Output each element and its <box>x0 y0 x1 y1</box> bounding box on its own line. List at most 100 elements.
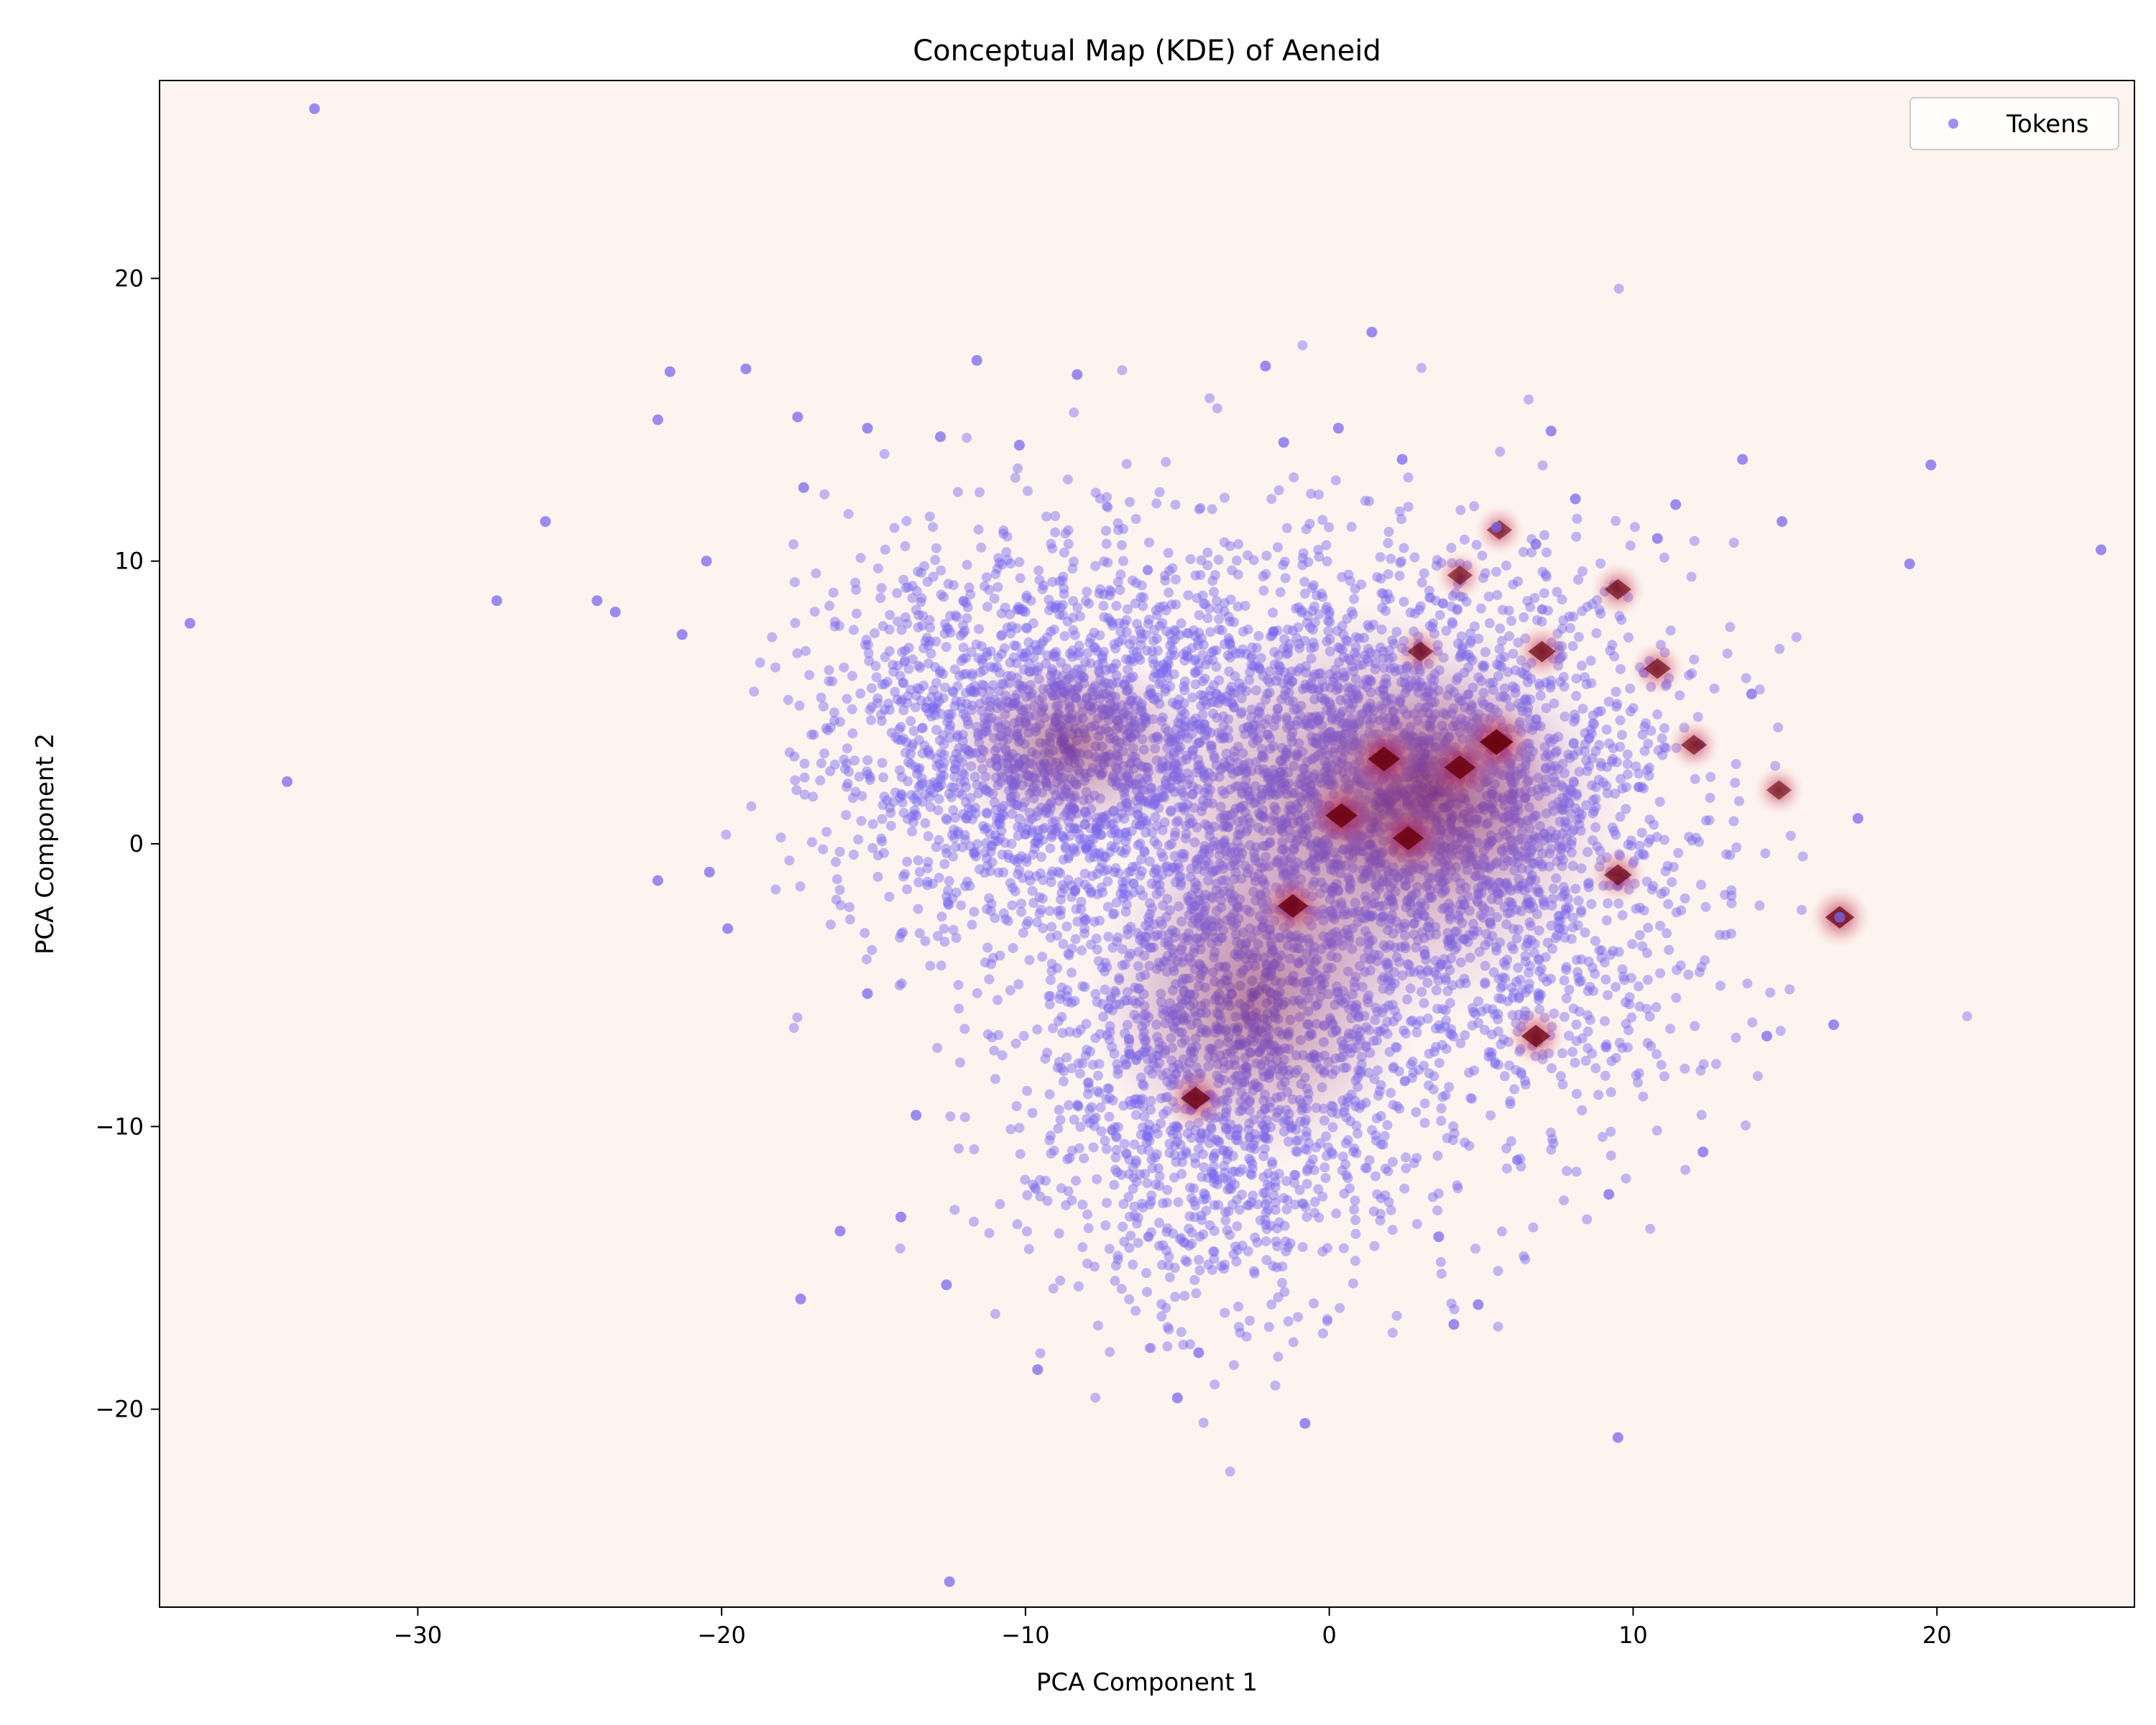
token-point <box>1186 1192 1197 1203</box>
token-point <box>1024 954 1035 965</box>
token-point <box>1110 1131 1121 1141</box>
token-point <box>1537 460 1548 471</box>
token-point <box>1124 1243 1135 1254</box>
token-point <box>1499 1071 1510 1082</box>
token-point <box>1119 619 1130 630</box>
token-point <box>1297 560 1308 571</box>
token-point <box>795 881 806 892</box>
token-point <box>1272 1241 1283 1251</box>
token-point <box>1129 1210 1140 1221</box>
token-point <box>924 511 935 522</box>
token-point <box>913 661 923 671</box>
token-point <box>1606 1150 1616 1161</box>
token-point <box>929 777 940 788</box>
token-point <box>863 640 873 650</box>
token-point <box>960 834 970 845</box>
token-point <box>1170 1292 1180 1302</box>
token-point <box>993 553 1004 564</box>
token-point <box>792 648 803 658</box>
token-point <box>1124 1294 1135 1305</box>
token-point <box>1081 914 1092 925</box>
token-point <box>916 567 926 578</box>
token-point <box>1581 679 1592 690</box>
token-point <box>1162 1341 1173 1352</box>
token-point <box>1289 472 1299 483</box>
token-point <box>1171 599 1181 610</box>
token-point <box>1011 640 1022 651</box>
token-point <box>943 624 954 634</box>
token-point <box>1053 1016 1064 1026</box>
token-point <box>1288 1337 1299 1348</box>
token-point <box>1089 916 1100 927</box>
token-point <box>1340 1159 1351 1169</box>
token-point <box>1726 898 1737 908</box>
token-point <box>948 805 959 816</box>
token-point <box>1228 1360 1239 1371</box>
token-point <box>1064 1026 1075 1037</box>
token-point <box>1010 886 1021 896</box>
token-point <box>1194 1254 1204 1265</box>
token-point <box>1143 565 1153 575</box>
token-point <box>941 843 952 854</box>
token-point <box>1107 1126 1118 1136</box>
token-point <box>1069 995 1080 1006</box>
token-point <box>1063 875 1074 885</box>
token-point <box>903 757 913 768</box>
token-point <box>1314 489 1324 500</box>
token-point <box>1092 1320 1103 1331</box>
token-point <box>934 794 944 804</box>
token-point <box>1117 365 1128 375</box>
token-point <box>1392 1101 1403 1112</box>
token-point <box>879 448 890 459</box>
token-point <box>1722 648 1733 659</box>
token-point <box>1164 658 1174 669</box>
token-point <box>886 727 897 738</box>
token-point <box>1585 982 1595 992</box>
token-point <box>1436 1269 1447 1279</box>
token-point <box>1320 1172 1331 1183</box>
token-point <box>844 914 855 925</box>
token-point <box>902 618 913 629</box>
token-point <box>1102 901 1113 912</box>
token-point <box>1076 903 1087 914</box>
token-point <box>1070 886 1080 897</box>
token-point <box>1545 1127 1556 1138</box>
token-point <box>1467 1020 1478 1031</box>
token-point <box>1534 995 1544 1006</box>
token-point <box>1121 627 1132 638</box>
token-point <box>1142 1178 1153 1189</box>
token-point <box>1164 1324 1174 1335</box>
token-point <box>1436 1103 1447 1113</box>
token-point <box>1087 1059 1098 1070</box>
token-point <box>1741 1120 1751 1131</box>
token-point <box>1594 945 1605 956</box>
token-point <box>1035 1348 1046 1358</box>
token-point <box>1571 1167 1582 1177</box>
token-point <box>1218 1172 1228 1183</box>
token-point <box>876 833 887 844</box>
token-point <box>1322 1314 1333 1325</box>
token-point <box>1207 576 1218 586</box>
token-point <box>1124 1169 1135 1179</box>
token-point <box>1165 640 1176 650</box>
token-point <box>981 572 992 583</box>
token-point <box>1436 1116 1447 1126</box>
token-point <box>1209 1200 1220 1210</box>
token-point <box>1674 690 1685 701</box>
token-point <box>1361 1163 1372 1174</box>
token-point <box>1303 557 1314 567</box>
token-point <box>1401 1163 1411 1174</box>
token-point <box>1225 616 1235 627</box>
token-point <box>900 748 911 758</box>
token-point <box>1064 851 1074 862</box>
token-point <box>978 821 988 832</box>
token-point <box>1570 1057 1580 1068</box>
token-point <box>1505 1099 1516 1110</box>
token-point <box>908 739 918 750</box>
token-point <box>913 877 924 888</box>
token-point <box>1659 834 1669 845</box>
token-point <box>861 954 872 965</box>
token-point <box>940 682 950 693</box>
token-point <box>1614 1037 1625 1048</box>
token-point <box>997 559 1008 570</box>
